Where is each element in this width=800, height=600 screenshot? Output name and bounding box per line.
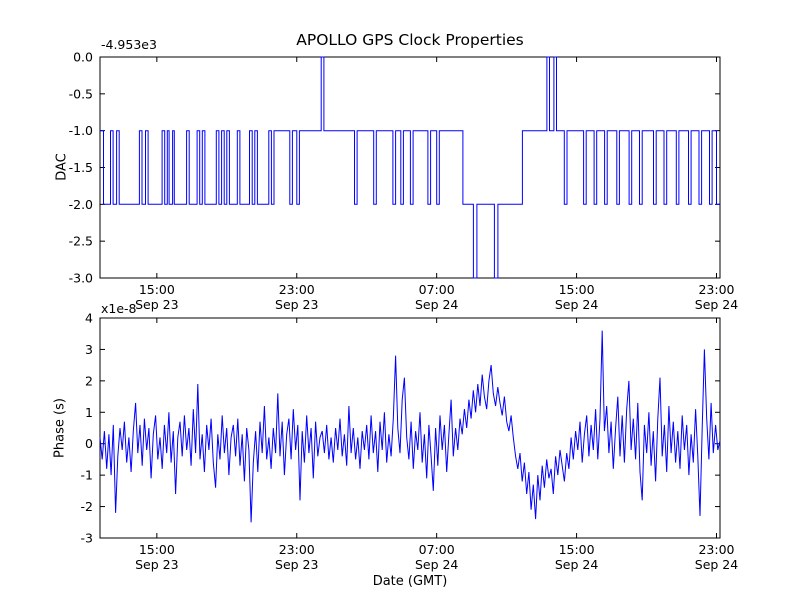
x-tick-label-date: Sep 24 bbox=[415, 297, 458, 312]
x-tick-label-time: 15:00 bbox=[559, 542, 595, 557]
x-tick-label-time: 15:00 bbox=[139, 542, 175, 557]
x-tick-label-time: 23:00 bbox=[698, 542, 734, 557]
x-tick-label-date: Sep 23 bbox=[275, 297, 318, 312]
x-tick-label-date: Sep 24 bbox=[555, 297, 598, 312]
x-tick-label-time: 23:00 bbox=[698, 282, 734, 297]
y-tick-label: -0.5 bbox=[69, 86, 93, 101]
x-tick-label-time: 23:00 bbox=[279, 282, 315, 297]
y-tick-label: -2.5 bbox=[69, 234, 93, 249]
y-tick-label: 3 bbox=[85, 342, 93, 357]
plot-border bbox=[99, 317, 721, 539]
x-tick-label-time: 07:00 bbox=[419, 282, 455, 297]
x-tick-label-date: Sep 24 bbox=[415, 557, 458, 572]
y-tick-label: 2 bbox=[85, 373, 93, 388]
x-tick-label-date: Sep 24 bbox=[555, 557, 598, 572]
y-tick-label: 1 bbox=[85, 405, 93, 420]
x-tick-label-time: 23:00 bbox=[279, 542, 315, 557]
x-tick-label-date: Sep 23 bbox=[275, 557, 318, 572]
x-tick-label-time: 15:00 bbox=[559, 282, 595, 297]
x-tick-label-time: 15:00 bbox=[139, 282, 175, 297]
y-axis-multiplier-label: x1e-8 bbox=[101, 301, 137, 316]
data-line bbox=[100, 56, 720, 279]
chart-title: APOLLO GPS Clock Properties bbox=[296, 31, 524, 49]
y-tick-label: -1.5 bbox=[69, 160, 93, 175]
x-tick-label-date: Sep 23 bbox=[135, 297, 178, 312]
y-tick-label: -3 bbox=[81, 531, 93, 546]
x-axis-label: Date (GMT) bbox=[372, 574, 448, 589]
x-tick-label-date: Sep 24 bbox=[695, 297, 738, 312]
y-axis-label-dac: DAC bbox=[54, 153, 70, 181]
data-line bbox=[99, 330, 721, 523]
x-tick-label-date: Sep 23 bbox=[135, 557, 178, 572]
y-tick-label: -2 bbox=[81, 499, 93, 514]
y-tick-label: 4 bbox=[85, 311, 93, 326]
y-tick-label: -1.0 bbox=[69, 123, 93, 138]
y-tick-label: -3.0 bbox=[69, 271, 93, 286]
y-axis-label-phase: Phase (s) bbox=[52, 398, 68, 458]
y-tick-label: 0.0 bbox=[73, 50, 93, 65]
y-tick-label: -1 bbox=[81, 468, 93, 483]
y-axis-offset-label: -4.953e3 bbox=[101, 37, 157, 52]
y-tick-label: 0 bbox=[85, 436, 93, 451]
x-tick-label-date: Sep 24 bbox=[695, 557, 738, 572]
x-tick-label-time: 07:00 bbox=[419, 542, 455, 557]
y-tick-label: -2.0 bbox=[69, 197, 93, 212]
